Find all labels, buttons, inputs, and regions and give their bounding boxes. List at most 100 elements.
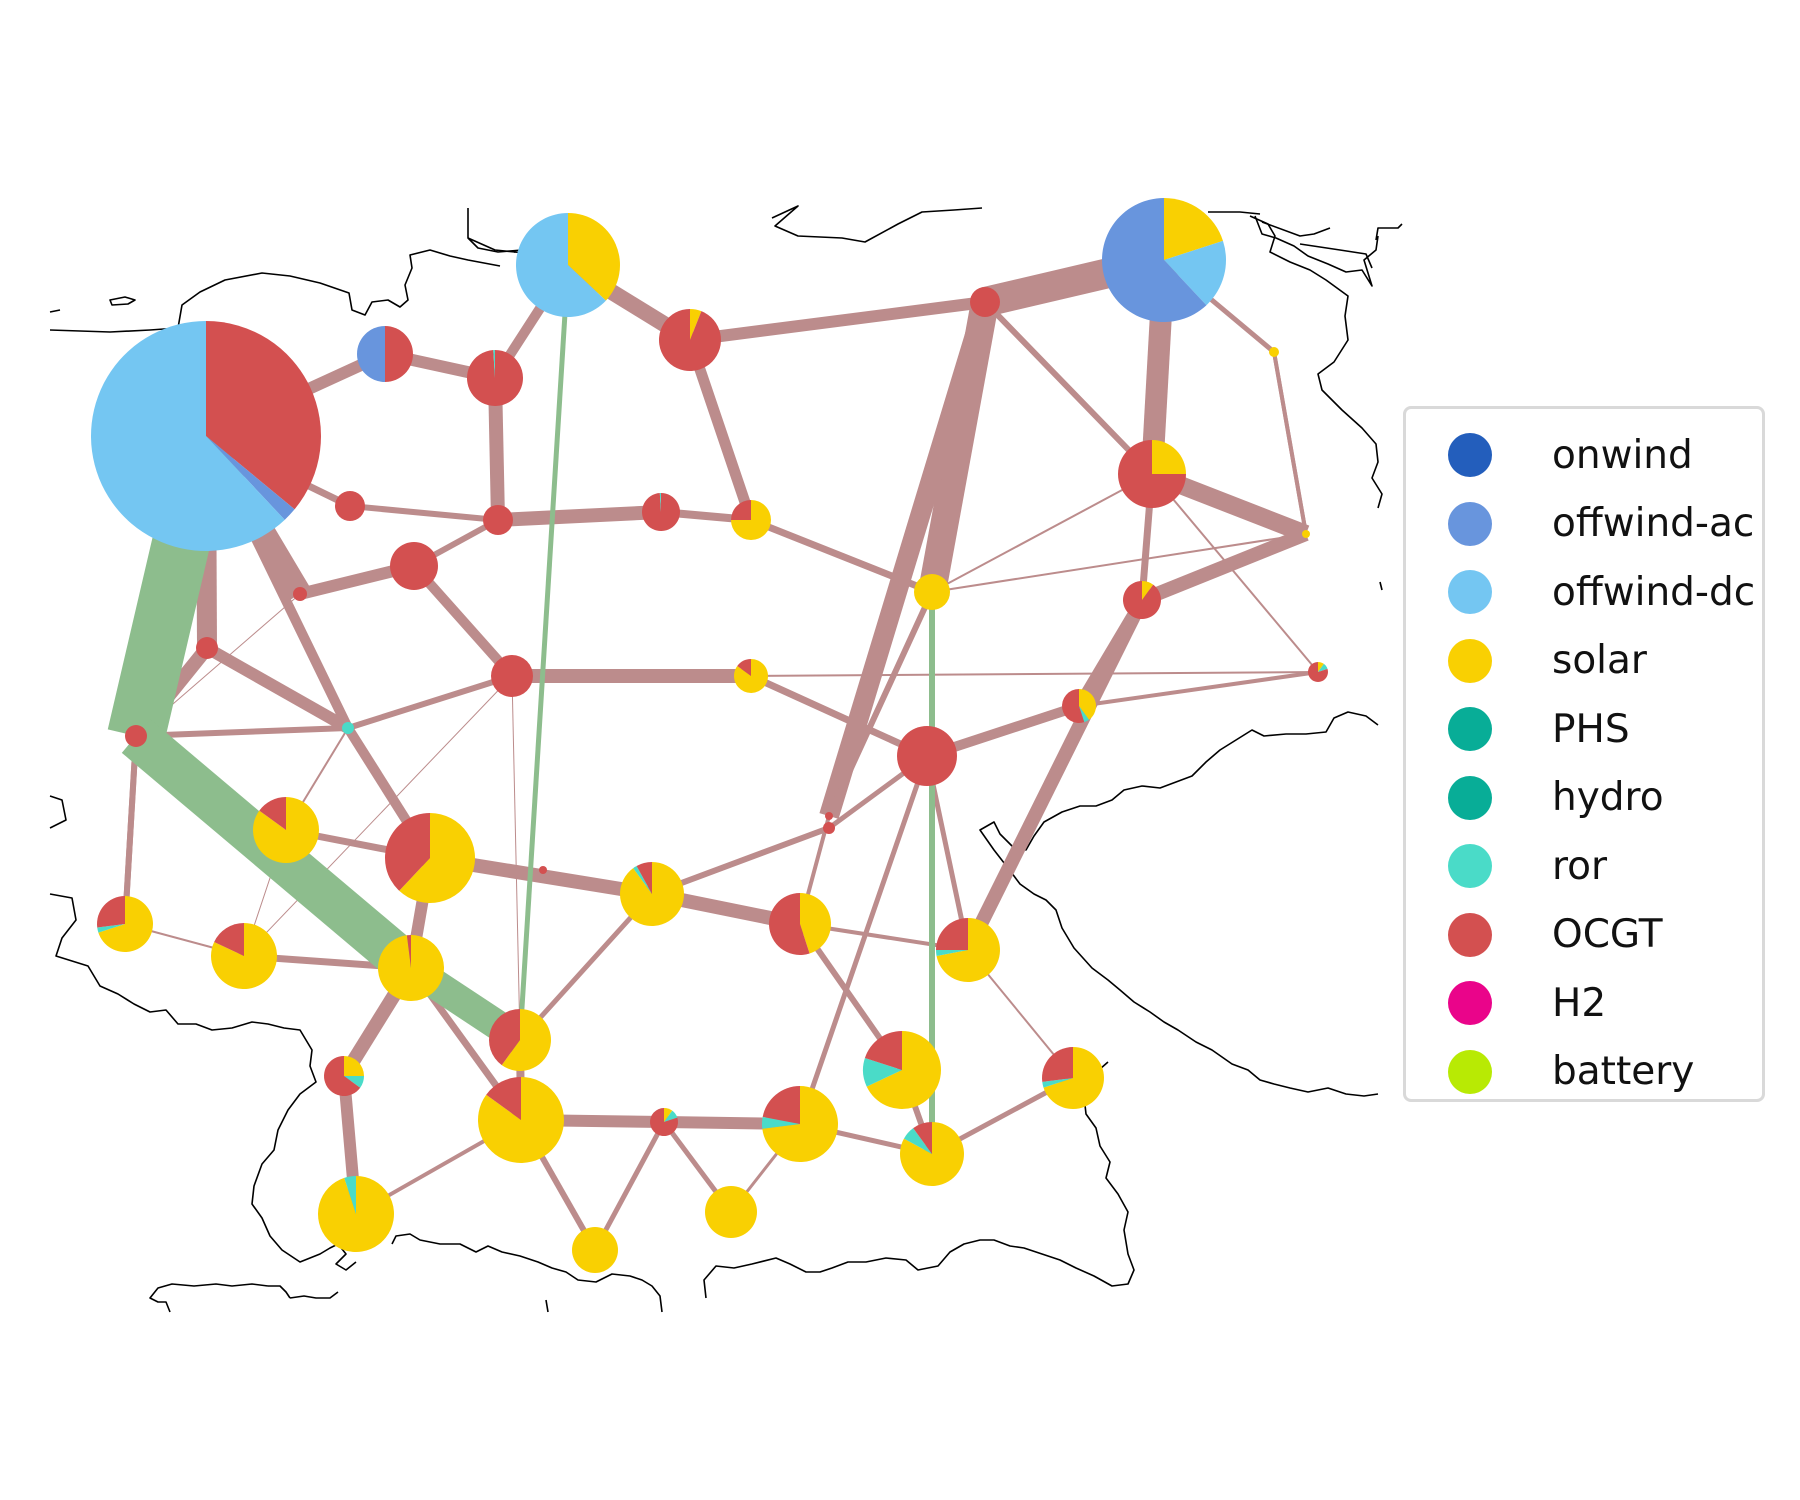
- bus-pie: [324, 1056, 364, 1097]
- pie-slice-solar: [572, 1227, 618, 1273]
- pie-slice-ocgt: [1041, 1047, 1073, 1082]
- pie-slice-offwind-ac: [206, 436, 295, 520]
- pie-slice-ocgt: [659, 309, 721, 371]
- bus-pie: [1302, 530, 1310, 538]
- ac-line: [931, 473, 1153, 593]
- bus-pie: [1308, 662, 1328, 683]
- ac-line: [347, 673, 513, 731]
- legend-item-solar: solar: [1406, 627, 1762, 696]
- bus-pie: [483, 505, 513, 535]
- bus-pie: [734, 659, 769, 693]
- bus-pie: [1123, 581, 1161, 619]
- bus-pie: [318, 1176, 395, 1252]
- bus-pie: [970, 287, 1000, 317]
- pie-slice-ror: [97, 924, 125, 933]
- legend-swatch-onwind: [1448, 433, 1492, 478]
- pie-slice-offwind-dc: [91, 321, 285, 551]
- legend-swatch-battery: [1448, 1049, 1492, 1094]
- pie-slice-solar: [690, 309, 702, 340]
- pie-slice-solar: [1142, 581, 1154, 600]
- legend-item-ror: ror: [1406, 832, 1762, 901]
- bus-pie: [1269, 347, 1279, 357]
- ac-line: [592, 1120, 667, 1252]
- legend-label-ocgt: OCGT: [1552, 912, 1663, 958]
- pie-slice-ocgt: [466, 350, 523, 407]
- legend-label-offwind-dc: offwind-dc: [1552, 569, 1756, 615]
- bus-pie: [650, 1108, 679, 1136]
- legend-label-solar: solar: [1552, 638, 1647, 684]
- pie-slice-solar: [501, 1009, 551, 1072]
- ac-line: [135, 725, 349, 739]
- pie-slice-solar: [1302, 530, 1310, 538]
- bus-pie: [357, 326, 413, 382]
- pie-slice-solar: [866, 1031, 941, 1109]
- bus-pie: [96, 896, 153, 953]
- ac-line: [410, 562, 516, 680]
- bus-pie: [293, 587, 307, 601]
- bus-pie: [385, 813, 476, 904]
- ac-line: [749, 672, 929, 760]
- legend-label-ror: ror: [1552, 843, 1608, 889]
- bus-pie: [539, 866, 547, 874]
- pie-slice-ocgt: [96, 896, 125, 928]
- pie-slice-offwind-ac: [1102, 197, 1207, 322]
- pie-slice-ocgt: [385, 813, 430, 891]
- pie-slice-ror: [659, 493, 661, 512]
- pie-slice-ror: [863, 1057, 902, 1087]
- ac-line: [982, 299, 1155, 477]
- pie-slice-ocgt: [636, 862, 652, 894]
- pie-slice-ror: [1318, 663, 1328, 672]
- bus-pie: [252, 797, 319, 864]
- bus-pie: [572, 1227, 618, 1273]
- pie-slice-ror: [903, 1128, 932, 1154]
- pie-slice-ocgt: [913, 1122, 932, 1154]
- legend-item-battery: battery: [1406, 1038, 1762, 1107]
- pie-slice-ocgt: [1118, 440, 1186, 508]
- ac-line: [349, 503, 499, 523]
- pie-slice-ocgt: [825, 812, 833, 820]
- legend-swatch-solar: [1448, 638, 1492, 683]
- bus-pie: [642, 493, 681, 532]
- bus-pie: [659, 309, 721, 371]
- pie-slice-ocgt: [488, 1009, 520, 1066]
- pie-slice-solar: [914, 574, 950, 610]
- legend-label-offwind-ac: offwind-ac: [1552, 501, 1755, 547]
- legend-label-hydro: hydro: [1552, 775, 1664, 821]
- pie-slice-ocgt: [390, 542, 438, 590]
- ac-line: [819, 299, 995, 819]
- pie-slice-offwind-dc: [516, 213, 606, 318]
- ac-line: [749, 516, 934, 596]
- pie-slice-solar: [900, 1122, 965, 1186]
- pie-slice-ocgt: [385, 326, 413, 382]
- pie-slice-ocgt: [324, 1056, 361, 1097]
- legend-swatch-ocgt: [1448, 912, 1492, 957]
- ac-line: [797, 755, 930, 1125]
- bus-pie: [1102, 197, 1226, 322]
- pie-slice-solar: [800, 893, 832, 954]
- legend-item-phs: PHS: [1406, 695, 1762, 764]
- ac-line: [750, 671, 1319, 677]
- ac-line: [931, 533, 1307, 593]
- bus-pie: [1041, 1047, 1104, 1109]
- legend-label-onwind: onwind: [1552, 432, 1693, 478]
- ac-line: [1139, 527, 1309, 607]
- pie-slice-ocgt: [259, 797, 286, 830]
- pie-slice-ocgt: [539, 866, 547, 874]
- bus-pie: [377, 935, 444, 1001]
- pie-slice-ocgt: [769, 893, 810, 955]
- pie-slice-solar: [1152, 440, 1186, 474]
- pie-slice-solar: [762, 1086, 838, 1162]
- pie-slice-solar: [318, 1176, 395, 1252]
- legend-item-hydro: hydro: [1406, 764, 1762, 833]
- pie-slice-ocgt: [483, 505, 513, 535]
- ac-line: [1078, 670, 1319, 708]
- pie-slice-ror: [493, 350, 495, 378]
- pie-slice-ocgt: [936, 918, 968, 950]
- pie-slice-ocgt: [731, 500, 751, 520]
- pie-slice-solar: [1079, 689, 1096, 720]
- bus-pie-charts: [91, 197, 1328, 1273]
- bus-pie: [705, 1186, 757, 1238]
- pie-slice-ocgt: [206, 321, 321, 510]
- pie-slice-ror: [344, 1076, 364, 1088]
